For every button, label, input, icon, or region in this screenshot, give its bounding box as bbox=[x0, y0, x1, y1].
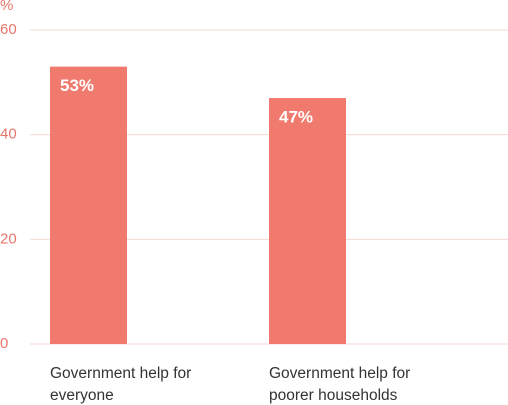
y-tick-label: 20 bbox=[0, 230, 17, 247]
y-axis-label: % bbox=[0, 0, 13, 14]
bar bbox=[269, 98, 346, 345]
y-tick-label: 60 bbox=[0, 21, 17, 38]
value-label: 47% bbox=[279, 108, 313, 127]
y-tick-label: 40 bbox=[0, 126, 17, 143]
x-tick-label: Government help for poorer households bbox=[269, 365, 411, 404]
value-label: 53% bbox=[60, 76, 94, 95]
y-tick-label: 0 bbox=[0, 335, 8, 352]
x-tick-label: Government help for everyone bbox=[50, 365, 192, 404]
bar bbox=[50, 66, 127, 344]
